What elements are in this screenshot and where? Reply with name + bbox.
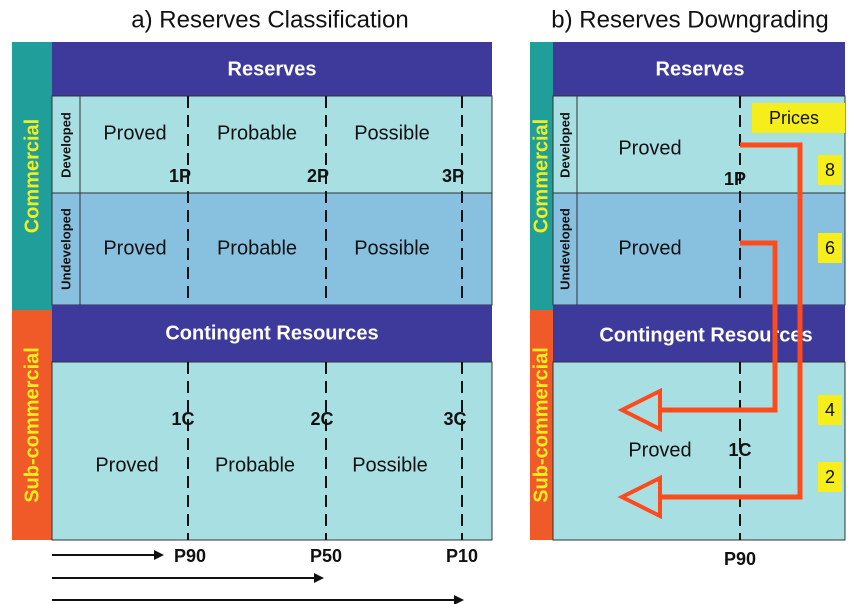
row bbox=[51, 192, 493, 306]
panel-a: a) Reserves Classification Commercial Su… bbox=[12, 6, 493, 604]
step-label: 6 bbox=[825, 238, 835, 258]
marker-label: 1C bbox=[171, 409, 194, 429]
probability-label: P50 bbox=[310, 546, 342, 566]
step-box bbox=[818, 155, 842, 185]
prices-box bbox=[752, 103, 845, 133]
cell-label: Probable bbox=[217, 122, 297, 144]
side-label: Commercial bbox=[530, 119, 552, 234]
header-label: Contingent Resources bbox=[599, 324, 812, 346]
side-label: Commercial bbox=[21, 119, 43, 234]
step-box bbox=[818, 395, 842, 425]
side-label: Sub-commercial bbox=[21, 347, 43, 503]
header-label: Reserves bbox=[656, 58, 745, 80]
cell-label: Possible bbox=[354, 122, 430, 144]
step-label: 8 bbox=[825, 160, 835, 180]
cell-label: Proved bbox=[103, 237, 166, 259]
panel-title: b) Reserves Downgrading bbox=[551, 6, 828, 33]
header-label: Reserves bbox=[228, 58, 317, 80]
row-label: Undeveloped bbox=[58, 208, 73, 290]
header bbox=[52, 305, 492, 362]
header bbox=[553, 42, 845, 96]
cell-label: Possible bbox=[352, 454, 428, 476]
arrow-head bbox=[617, 474, 662, 520]
cell-label: Proved bbox=[95, 454, 158, 476]
marker-label: 1P bbox=[724, 169, 746, 189]
cell-label: Proved bbox=[618, 237, 681, 259]
row-label: Undeveloped bbox=[557, 208, 572, 290]
row-label: Developed bbox=[557, 112, 572, 178]
marker-label: 1C bbox=[728, 440, 751, 460]
side-band bbox=[530, 42, 553, 310]
header-label: Contingent Resources bbox=[165, 322, 378, 344]
side-band bbox=[530, 310, 553, 540]
step-box bbox=[818, 462, 842, 492]
marker-label: 3C bbox=[443, 409, 466, 429]
header bbox=[553, 305, 845, 362]
downgrade-arrow bbox=[660, 240, 778, 413]
panel-title: a) Reserves Classification bbox=[131, 6, 408, 33]
cell-label: Probable bbox=[215, 454, 295, 476]
probability-label: P10 bbox=[446, 546, 478, 566]
row bbox=[552, 361, 846, 541]
probability-label: P90 bbox=[174, 546, 206, 566]
row bbox=[552, 192, 846, 306]
header bbox=[52, 42, 492, 96]
marker-label: 1P bbox=[169, 166, 191, 186]
side-label: Sub-commercial bbox=[530, 347, 552, 503]
step-label: 2 bbox=[825, 467, 835, 487]
row-label: Developed bbox=[58, 112, 73, 178]
row bbox=[51, 95, 493, 194]
marker-label: 3P bbox=[442, 166, 464, 186]
cell-label: Possible bbox=[354, 237, 430, 259]
marker-label: 2C bbox=[310, 409, 333, 429]
downgrade-arrow bbox=[660, 142, 803, 500]
cell-label: Proved bbox=[103, 122, 166, 144]
cell-label: Proved bbox=[628, 439, 691, 461]
probability-label: P90 bbox=[724, 549, 756, 569]
cell-label: Proved bbox=[618, 137, 681, 159]
step-label: 4 bbox=[825, 400, 835, 420]
marker-label: 2P bbox=[307, 166, 329, 186]
side-band bbox=[12, 310, 52, 540]
prices-label: Prices bbox=[769, 108, 819, 128]
side-band bbox=[12, 42, 52, 310]
row bbox=[51, 361, 493, 541]
arrow-head bbox=[617, 387, 662, 433]
panel-b: b) Reserves Downgrading Commercial Sub-c… bbox=[530, 6, 846, 569]
step-box bbox=[818, 233, 842, 263]
cell-label: Probable bbox=[217, 237, 297, 259]
